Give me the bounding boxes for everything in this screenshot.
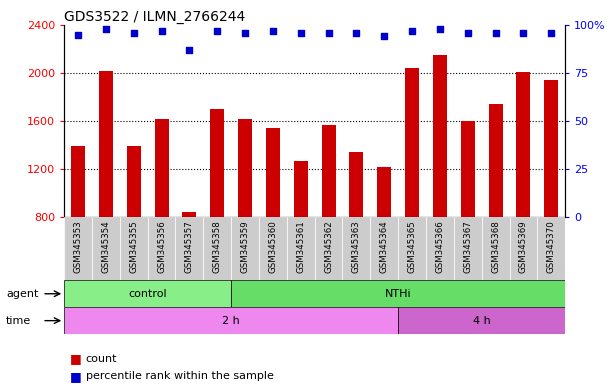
FancyBboxPatch shape (203, 217, 231, 280)
Bar (210, 109, 224, 217)
Bar (183, 212, 196, 217)
Bar (461, 121, 475, 217)
Text: percentile rank within the sample: percentile rank within the sample (86, 371, 273, 381)
Point (491, 30, 500, 36)
Bar (294, 161, 308, 217)
Text: GSM345358: GSM345358 (213, 220, 222, 273)
Point (156, 28, 166, 34)
FancyBboxPatch shape (231, 217, 259, 280)
Point (213, 28, 222, 34)
Point (351, 30, 361, 36)
Text: GSM345368: GSM345368 (491, 220, 500, 273)
Bar (238, 119, 252, 217)
Point (435, 26, 445, 32)
Bar (378, 167, 391, 217)
FancyBboxPatch shape (454, 217, 481, 280)
FancyBboxPatch shape (343, 217, 370, 280)
Bar (405, 68, 419, 217)
Point (240, 30, 250, 36)
Text: GSM345364: GSM345364 (380, 220, 389, 273)
Bar (99, 71, 113, 217)
Text: GSM345354: GSM345354 (101, 220, 111, 273)
Point (73, 31, 83, 38)
FancyBboxPatch shape (398, 217, 426, 280)
Text: GSM345370: GSM345370 (547, 220, 556, 273)
Text: ■: ■ (70, 370, 82, 383)
Text: GDS3522 / ILMN_2766244: GDS3522 / ILMN_2766244 (64, 10, 246, 24)
Text: GSM345363: GSM345363 (352, 220, 361, 273)
FancyBboxPatch shape (64, 217, 92, 280)
Bar (266, 128, 280, 217)
Point (519, 30, 529, 36)
Text: control: control (128, 289, 167, 299)
FancyBboxPatch shape (64, 307, 398, 334)
Text: 4 h: 4 h (473, 316, 491, 326)
Point (379, 33, 389, 40)
Text: 2 h: 2 h (222, 316, 240, 326)
FancyBboxPatch shape (426, 217, 454, 280)
FancyBboxPatch shape (148, 217, 175, 280)
FancyBboxPatch shape (120, 217, 148, 280)
Text: GSM345361: GSM345361 (296, 220, 306, 273)
Text: GSM345362: GSM345362 (324, 220, 333, 273)
Point (185, 47, 194, 53)
Bar (489, 104, 502, 217)
FancyBboxPatch shape (481, 217, 510, 280)
Text: GSM345355: GSM345355 (130, 220, 138, 273)
FancyBboxPatch shape (315, 217, 343, 280)
Text: GSM345356: GSM345356 (157, 220, 166, 273)
FancyBboxPatch shape (259, 217, 287, 280)
Text: GSM345360: GSM345360 (268, 220, 277, 273)
Text: GSM345369: GSM345369 (519, 220, 528, 273)
Point (463, 30, 473, 36)
FancyBboxPatch shape (537, 217, 565, 280)
Bar (155, 119, 169, 217)
Point (268, 28, 278, 34)
Point (546, 30, 556, 36)
Bar (71, 146, 85, 217)
Point (324, 30, 334, 36)
Point (129, 30, 139, 36)
Text: GSM345357: GSM345357 (185, 220, 194, 273)
Bar (127, 146, 141, 217)
FancyBboxPatch shape (510, 217, 537, 280)
Text: agent: agent (6, 289, 38, 299)
Text: GSM345359: GSM345359 (241, 220, 249, 273)
FancyBboxPatch shape (92, 217, 120, 280)
Bar (433, 55, 447, 217)
Text: GSM345366: GSM345366 (436, 220, 444, 273)
Text: count: count (86, 354, 117, 364)
Text: ■: ■ (70, 353, 82, 366)
FancyBboxPatch shape (64, 280, 231, 307)
Bar (544, 80, 558, 217)
Text: NTHi: NTHi (385, 289, 411, 299)
FancyBboxPatch shape (231, 280, 565, 307)
Text: GSM345353: GSM345353 (73, 220, 82, 273)
Text: time: time (6, 316, 31, 326)
Bar (321, 124, 335, 217)
FancyBboxPatch shape (398, 307, 565, 334)
Text: GSM345367: GSM345367 (463, 220, 472, 273)
Point (101, 26, 111, 32)
Bar (349, 152, 364, 217)
Bar (516, 72, 530, 217)
Point (296, 30, 306, 36)
FancyBboxPatch shape (370, 217, 398, 280)
Text: GSM345365: GSM345365 (408, 220, 417, 273)
FancyBboxPatch shape (175, 217, 203, 280)
Point (407, 28, 417, 34)
FancyBboxPatch shape (287, 217, 315, 280)
